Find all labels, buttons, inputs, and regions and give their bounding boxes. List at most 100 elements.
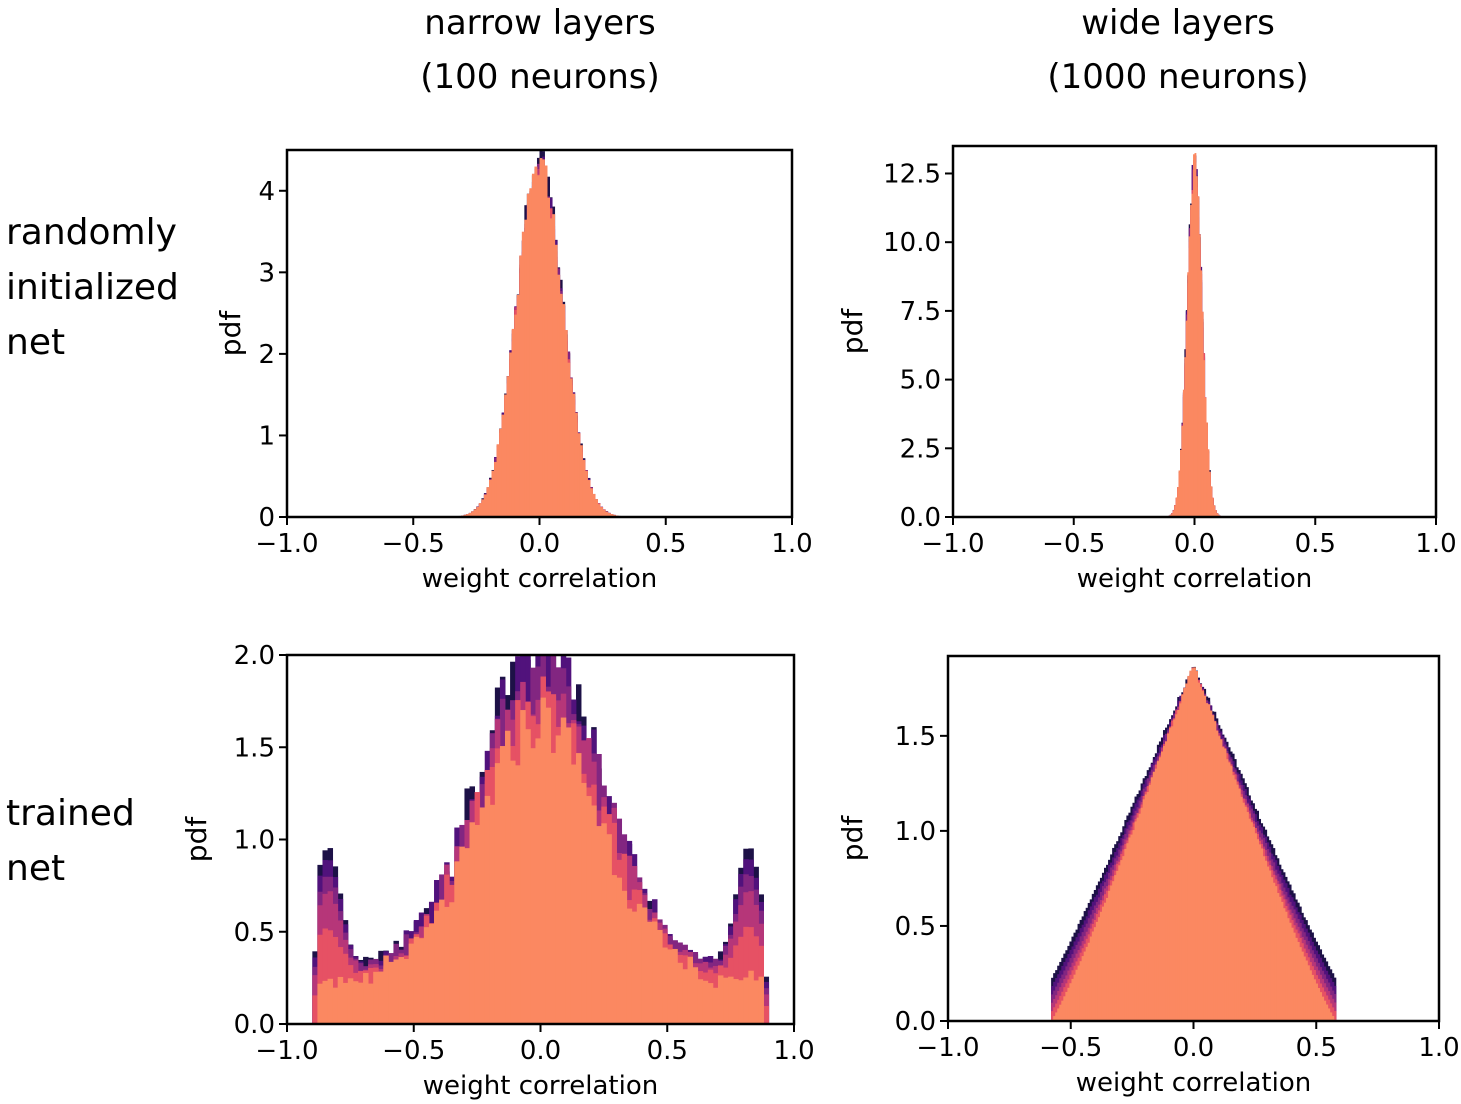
histogram-bar (1193, 154, 1195, 517)
histogram-bar (1207, 449, 1210, 517)
histogram-bar (1144, 794, 1148, 1021)
histogram-bar (1116, 870, 1119, 1021)
histogram-bar (1073, 974, 1076, 1021)
histogram-bar (1193, 667, 1196, 1021)
histogram-bar (1150, 777, 1154, 1021)
y-tick-label: 0.0 (900, 503, 941, 533)
x-axis: −1.0 −0.5 0.0 0.5 1.0 weight correlation (255, 1024, 815, 1101)
x-tick-label: 0.5 (1296, 1033, 1337, 1063)
histogram-bar (1252, 826, 1255, 1021)
y-axis-label: pdf (836, 815, 869, 862)
histogram-bar (1120, 860, 1123, 1021)
histogram-bar (539, 158, 543, 517)
histogram-bar (1295, 937, 1298, 1021)
histogram-bar (1172, 510, 1175, 517)
histogram-bar (1217, 736, 1221, 1021)
histogram-bar (590, 488, 593, 517)
histogram-bar (717, 975, 724, 1024)
histogram-bar (581, 782, 587, 1024)
histogram-bar (1203, 695, 1207, 1021)
histogram-bar (1224, 748, 1227, 1021)
x-tick-label: −1.0 (255, 1036, 318, 1066)
histogram-bar (1287, 918, 1290, 1021)
histogram-bar (1069, 983, 1072, 1021)
histogram-bar (1101, 906, 1105, 1021)
histogram-bar (595, 499, 598, 517)
histogram-bar (474, 824, 481, 1024)
histogram-bar (378, 971, 384, 1024)
histogram-bar (743, 977, 749, 1024)
row-title-line1: trained (6, 793, 135, 834)
histogram-bar (1171, 726, 1174, 1021)
histogram-bar (1061, 1000, 1064, 1021)
histogram-bar (1331, 1007, 1335, 1021)
histogram-bar (418, 938, 425, 1024)
histogram-bar (1244, 806, 1247, 1021)
y-tick-label: 4 (258, 177, 275, 207)
histogram-bar (662, 947, 668, 1024)
histogram-bar (565, 727, 572, 1024)
x-tick-label: 0.5 (645, 529, 686, 559)
histogram-bar (1216, 513, 1219, 517)
histogram-bar (611, 875, 617, 1024)
histogram-bar (504, 394, 508, 517)
histogram-bar (569, 378, 573, 517)
histogram-bar (1213, 505, 1216, 517)
histogram-bar (1177, 487, 1179, 517)
y-tick-label: 7.5 (900, 297, 941, 327)
histogram-bar (1065, 991, 1068, 1021)
histogram-bar (1158, 757, 1162, 1021)
histogram-bar (444, 906, 450, 1024)
histogram-bar (677, 962, 683, 1024)
histogram-bar (1156, 761, 1160, 1021)
y-tick-label: 5.0 (900, 366, 941, 396)
histogram-bar (554, 244, 558, 518)
histogram-bar (743, 926, 749, 1024)
histogram-bar (428, 923, 435, 1024)
histogram-bar (1079, 961, 1083, 1021)
histogram-bar (1278, 896, 1282, 1021)
histogram-bar (1075, 969, 1078, 1021)
histogram-bar (1183, 687, 1186, 1021)
histogram-bar (1106, 897, 1109, 1021)
histogram-bar (1191, 668, 1194, 1021)
row-title-line2: net (6, 848, 66, 889)
histogram-bar (574, 412, 578, 517)
histogram-bar (479, 807, 486, 1024)
histogram-bar (572, 393, 576, 517)
histogram-bar (1215, 730, 1219, 1021)
histogram-bar (641, 907, 648, 1024)
histogram-bar (494, 461, 497, 517)
histogram-bar (672, 948, 678, 1024)
histogram-bar (657, 929, 663, 1024)
histogram-bar (1270, 877, 1274, 1021)
histogram-bar (1180, 449, 1182, 517)
y-tick-label: 10.0 (883, 228, 941, 258)
histogram-bar (1195, 176, 1198, 518)
histogram-bar (478, 503, 482, 517)
histogram-bar (1246, 812, 1249, 1021)
y-axis: 0.0 2.5 5.0 7.5 10.0 12.5 pdf (836, 159, 953, 533)
histogram-bar (1194, 153, 1197, 518)
histogram-bar (383, 955, 389, 1024)
histogram-bar (758, 976, 764, 1024)
histogram-bar (626, 908, 633, 1024)
x-axis: −1.0 −0.5 0.0 0.5 1.0 weight correlation (916, 1021, 1460, 1098)
histogram-bar (600, 507, 604, 517)
histogram-bar (586, 796, 592, 1024)
histogram-bar (1081, 956, 1085, 1021)
histogram-bar (1256, 839, 1259, 1021)
histogram-bar (529, 188, 533, 518)
x-tick-label: 0.5 (1295, 529, 1336, 559)
histogram-bar (1122, 856, 1125, 1021)
histogram-bar (408, 943, 415, 1024)
histogram-bar (530, 748, 536, 1024)
y-tick-label: 2 (258, 340, 275, 370)
histogram-bar (1260, 848, 1264, 1021)
histogram-bar (1305, 960, 1308, 1021)
histogram-bar (439, 899, 445, 1024)
series-5 (1051, 667, 1337, 1021)
histogram-bar (1083, 951, 1087, 1021)
histogram-bar (1114, 875, 1117, 1021)
